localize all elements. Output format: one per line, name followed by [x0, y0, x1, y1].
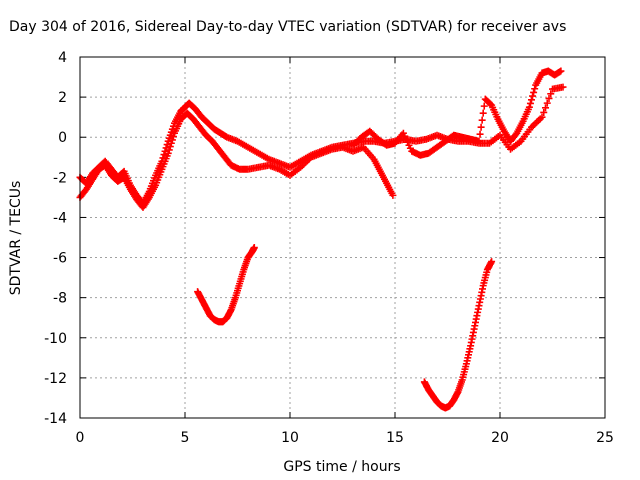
data-point — [529, 92, 537, 100]
data-point — [480, 102, 488, 110]
series-track-c — [349, 67, 565, 159]
data-point — [526, 99, 534, 107]
y-axis-label: SDTVAR / TECUs — [8, 181, 24, 296]
data-point — [530, 88, 538, 96]
data-point — [477, 123, 485, 131]
data-point — [169, 133, 177, 141]
y-tick-label: -6 — [53, 251, 67, 267]
data-point — [543, 99, 551, 107]
series-track-b — [76, 109, 397, 211]
x-tick-label: 5 — [181, 430, 190, 446]
data-point — [542, 104, 549, 112]
data-point — [166, 143, 174, 151]
data-point — [160, 151, 168, 159]
data-point — [168, 136, 176, 144]
data-point — [559, 83, 567, 91]
x-tick-label: 10 — [281, 430, 299, 446]
data-point — [167, 139, 175, 147]
data-point — [531, 85, 539, 93]
y-tick-label: -12 — [44, 371, 67, 387]
x-tick-label: 20 — [491, 430, 509, 446]
x-axis-label: GPS time / hours — [283, 459, 400, 475]
data-point — [538, 113, 546, 121]
series-track-a — [76, 83, 567, 207]
y-tick-label: -10 — [44, 331, 67, 347]
y-tick-label: -2 — [53, 170, 67, 186]
data-point — [164, 149, 172, 157]
data-point — [547, 90, 555, 98]
data-point — [528, 96, 535, 104]
data-point — [475, 137, 483, 145]
data-point — [479, 109, 487, 117]
data-point — [540, 108, 548, 116]
data-point — [165, 146, 173, 154]
x-tick-label: 25 — [596, 430, 614, 446]
data-point — [389, 191, 397, 199]
data-point — [488, 258, 496, 266]
x-tick-labels: 0 5 10 15 20 25 — [76, 430, 614, 446]
y-tick-label: -14 — [44, 411, 67, 427]
chart-title: Day 304 of 2016, Sidereal Day-to-day VTE… — [9, 19, 566, 35]
data-point — [250, 244, 258, 252]
x-tick-label: 15 — [386, 430, 404, 446]
y-tick-label: 2 — [58, 90, 67, 106]
y-tick-label: -4 — [53, 210, 67, 226]
data-point — [476, 130, 484, 138]
y-tick-labels: -14 -12 -10 -8 -6 -4 -2 0 2 4 — [44, 50, 67, 427]
series-track-d — [194, 244, 258, 326]
data-point — [557, 67, 565, 75]
series-track-e — [420, 258, 496, 412]
data-point — [478, 116, 486, 124]
y-tick-label: 4 — [58, 50, 67, 66]
y-tick-label: 0 — [58, 130, 67, 146]
data-point — [525, 103, 533, 111]
y-tick-label: -8 — [53, 291, 67, 307]
data-points — [76, 67, 567, 412]
data-point — [545, 94, 553, 102]
plot-frame — [79, 56, 606, 419]
x-tick-label: 0 — [76, 430, 85, 446]
